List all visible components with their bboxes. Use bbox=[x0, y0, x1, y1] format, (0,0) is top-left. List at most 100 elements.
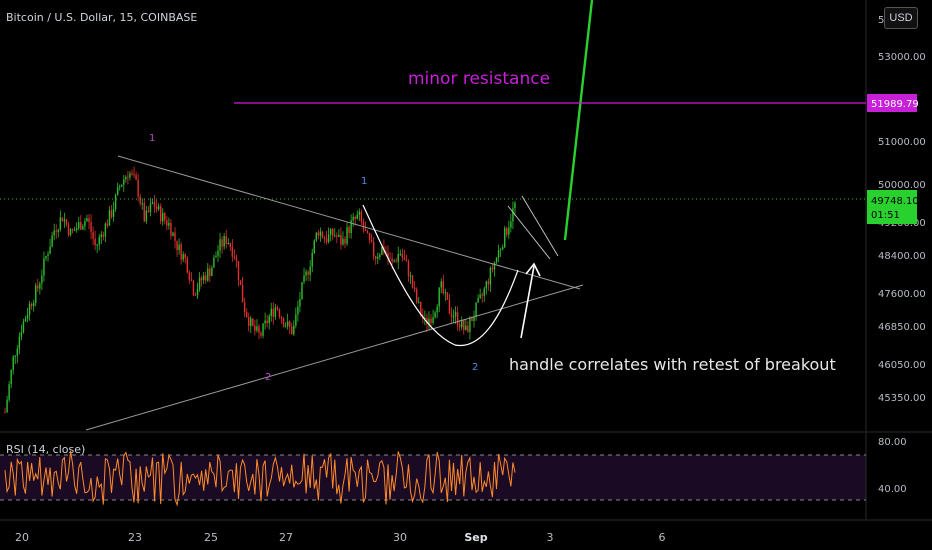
candle-body bbox=[370, 239, 373, 243]
time-axis[interactable]: 20 23 25 27 30 Sep 3 6 bbox=[15, 531, 666, 544]
candle-body bbox=[489, 267, 492, 285]
retest-arrow[interactable] bbox=[520, 262, 541, 339]
candle-body bbox=[35, 285, 37, 303]
candle-body bbox=[78, 222, 80, 229]
candle-body bbox=[393, 260, 395, 262]
candle-body bbox=[360, 211, 363, 222]
candle-body bbox=[190, 279, 193, 281]
candle-body bbox=[51, 235, 53, 247]
candle-body bbox=[358, 211, 361, 215]
candle-body bbox=[102, 234, 105, 237]
candle-body bbox=[272, 308, 275, 317]
candle-body bbox=[213, 257, 215, 268]
currency-button[interactable]: USD bbox=[884, 7, 918, 29]
time-tick: 25 bbox=[204, 531, 218, 544]
candle-body bbox=[307, 271, 309, 275]
candle-body bbox=[461, 320, 463, 328]
candle-body bbox=[366, 231, 369, 233]
candle-body bbox=[501, 247, 504, 250]
candle-body bbox=[309, 266, 311, 275]
candle-body bbox=[67, 224, 70, 236]
candle-body bbox=[125, 176, 127, 180]
candle-body bbox=[157, 206, 160, 210]
candle-body bbox=[110, 210, 113, 217]
candle-body bbox=[389, 257, 391, 259]
resistance-price-tag: 51989.79 bbox=[867, 94, 919, 112]
candle-body bbox=[98, 236, 100, 245]
candle-body bbox=[434, 312, 436, 318]
candle-body bbox=[411, 275, 414, 288]
candle-body bbox=[413, 287, 416, 290]
candle-body bbox=[293, 325, 295, 335]
svg-text:51989.79: 51989.79 bbox=[871, 99, 919, 110]
candle-body bbox=[196, 289, 199, 296]
candle-body bbox=[379, 254, 381, 258]
candle-body bbox=[356, 214, 358, 219]
candle-body bbox=[463, 320, 465, 331]
candle-body bbox=[200, 277, 203, 281]
candle-body bbox=[174, 232, 176, 241]
candle-body bbox=[426, 317, 428, 325]
time-tick: 23 bbox=[128, 531, 142, 544]
candle-body bbox=[381, 247, 383, 255]
candle-body bbox=[430, 318, 432, 323]
rsi-label: RSI (14, close) bbox=[6, 443, 85, 456]
price-tick: 53000.00 bbox=[878, 52, 926, 63]
candle-body bbox=[264, 320, 266, 324]
candle-body bbox=[211, 267, 213, 277]
handle-line-lower[interactable] bbox=[521, 195, 559, 257]
candle-body bbox=[510, 221, 512, 228]
candle-body bbox=[418, 301, 420, 303]
candle-body bbox=[71, 229, 74, 231]
resistance-annotation: minor resistance bbox=[408, 69, 550, 89]
candle-body bbox=[338, 234, 340, 237]
candle-body bbox=[256, 326, 258, 331]
candle-body bbox=[475, 302, 477, 317]
candle-body bbox=[227, 243, 229, 245]
time-tick: 6 bbox=[659, 531, 666, 544]
candle-body bbox=[30, 303, 33, 307]
candle-body bbox=[377, 257, 379, 259]
price-tick: 50000.00 bbox=[878, 180, 926, 191]
cup-curve[interactable] bbox=[362, 204, 519, 347]
candle-body bbox=[454, 312, 457, 317]
rsi-tick-40: 40.00 bbox=[878, 484, 907, 495]
candle-body bbox=[28, 303, 31, 315]
candle-body bbox=[82, 226, 84, 230]
candle-body bbox=[100, 234, 102, 237]
candle-body bbox=[129, 173, 131, 178]
candle-body bbox=[446, 292, 449, 300]
candle-body bbox=[342, 238, 344, 245]
time-tick: 27 bbox=[279, 531, 293, 544]
price-tick: 45350.00 bbox=[878, 393, 926, 404]
candle-body bbox=[266, 320, 268, 324]
candle-body bbox=[497, 250, 500, 258]
candle-body bbox=[139, 196, 141, 204]
candle-body bbox=[80, 222, 82, 230]
rsi-tick-80: 80.00 bbox=[878, 437, 907, 448]
candle-body bbox=[344, 238, 346, 244]
candle-body bbox=[123, 179, 125, 185]
candle-body bbox=[186, 258, 189, 273]
candle-body bbox=[395, 260, 397, 262]
candle-body bbox=[327, 234, 330, 242]
projection-arrow[interactable] bbox=[563, 0, 594, 241]
candle-body bbox=[477, 297, 479, 303]
candle-body bbox=[172, 232, 174, 236]
lower-trendline[interactable] bbox=[85, 284, 584, 431]
candle-body bbox=[147, 210, 150, 213]
candle-body bbox=[137, 179, 139, 197]
handle-line-upper[interactable] bbox=[507, 205, 551, 260]
candle-body bbox=[258, 326, 260, 333]
candle-body bbox=[20, 332, 23, 337]
candle-body bbox=[321, 231, 324, 238]
candle-body bbox=[106, 223, 109, 226]
candle-body bbox=[32, 302, 35, 307]
candle-body bbox=[407, 261, 410, 277]
candle-body bbox=[243, 302, 246, 313]
candle-body bbox=[155, 206, 158, 210]
candle-body bbox=[348, 227, 350, 234]
upper-trendline[interactable] bbox=[117, 155, 581, 290]
candle-body bbox=[299, 299, 301, 307]
